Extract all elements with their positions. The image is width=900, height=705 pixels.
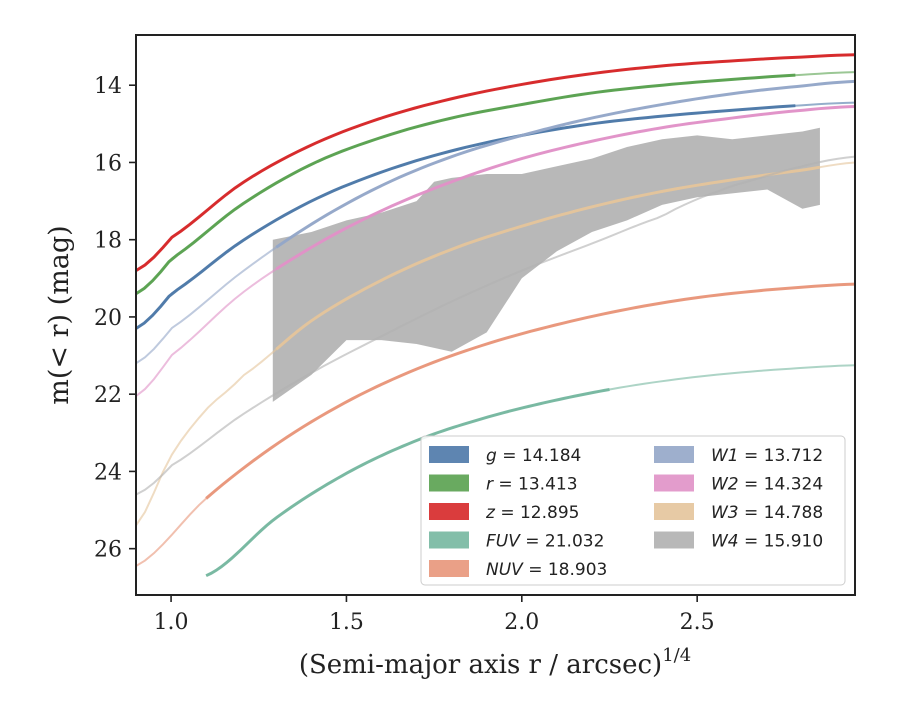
data-curve-w1 (275, 79, 855, 249)
legend-swatch-w2 (654, 474, 694, 492)
axes-frame (135, 34, 856, 596)
legend-label-w2: W2 = 14.324 (711, 475, 823, 495)
x-axis-label: (Semi-major axis r / arcsec)1/4 (299, 645, 691, 680)
y-tick-label: 24 (94, 460, 122, 485)
x-tick-label: 1.0 (154, 610, 189, 635)
data-curve-nuv (205, 282, 855, 500)
legend-label-w4: W4 = 15.910 (711, 532, 823, 552)
band-w4 (272, 127, 820, 402)
model-curve-w4 (136, 155, 855, 496)
legend-swatch-z (429, 503, 469, 520)
x-tick-label: 2.0 (504, 610, 539, 635)
legend-swatch-fuv (429, 531, 469, 549)
legend-swatch-nuv (429, 560, 469, 577)
y-axis-label: m(< r) (mag) (44, 225, 75, 404)
axes: 1.0 1.5 2.0 2.5 14 16 18 20 22 24 26 (94, 34, 856, 635)
data-curve-fuv (205, 387, 610, 578)
data-curve-w2 (275, 104, 855, 271)
data-curve-w3 (275, 165, 821, 351)
plot-area (136, 53, 855, 578)
y-tick-label: 18 (94, 229, 122, 254)
y-tick-label: 26 (94, 538, 122, 563)
x-axis-label-main: (Semi-major axis r / arcsec) (299, 650, 662, 680)
y-tick-label: 20 (94, 306, 122, 331)
legend-label-r: r = 13.413 (486, 475, 578, 495)
x-tick-label: 1.5 (329, 610, 364, 635)
series-group (136, 53, 855, 578)
legend-label-nuv: NUV = 18.903 (486, 560, 607, 580)
data-curve-z (136, 53, 855, 272)
x-tick-label: 2.5 (680, 610, 715, 635)
x-axis-label-superscript: 1/4 (662, 645, 691, 666)
legend-swatch-w3 (654, 503, 694, 520)
legend-swatch-w1 (654, 446, 694, 463)
legend: g = 14.184 r = 13.413 z = 12.895 FUV = 21.0… (420, 435, 846, 586)
legend-label-z: z = 12.895 (485, 503, 579, 523)
y-tick-label: 16 (94, 151, 122, 176)
legend-label-g: g = 14.184 (486, 446, 581, 466)
legend-swatch-g (429, 446, 469, 463)
y-tick-label: 22 (94, 383, 122, 408)
legend-label-w1: W1 = 13.712 (711, 446, 823, 466)
legend-label-w3: W3 = 14.788 (711, 503, 823, 523)
y-tick-label: 14 (94, 74, 122, 99)
legend-label-fuv: FUV = 21.032 (486, 532, 604, 552)
legend-swatch-r (429, 474, 469, 492)
data-curve-r (136, 73, 796, 296)
legend-box (420, 435, 846, 586)
legend-swatch-w4 (654, 531, 694, 549)
data-curve-g (136, 104, 796, 330)
